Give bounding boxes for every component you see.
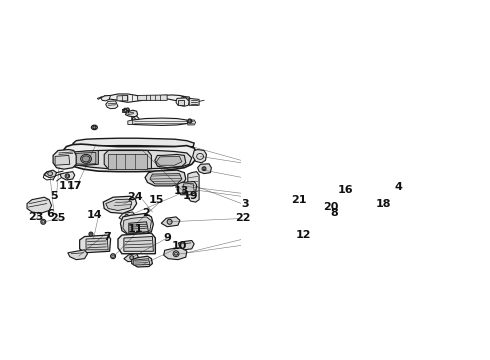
Text: 16: 16 <box>337 185 353 195</box>
Ellipse shape <box>167 219 172 224</box>
Ellipse shape <box>132 118 135 121</box>
Polygon shape <box>66 150 192 169</box>
Polygon shape <box>118 233 155 254</box>
Polygon shape <box>138 95 167 100</box>
Polygon shape <box>164 248 187 260</box>
Ellipse shape <box>123 108 127 112</box>
Ellipse shape <box>202 167 206 171</box>
Polygon shape <box>129 222 148 233</box>
Polygon shape <box>73 138 194 148</box>
Ellipse shape <box>92 125 98 130</box>
Text: 4: 4 <box>394 183 402 192</box>
Polygon shape <box>150 174 182 184</box>
Polygon shape <box>80 235 111 253</box>
Ellipse shape <box>188 119 192 123</box>
Polygon shape <box>197 164 211 174</box>
Polygon shape <box>44 170 56 177</box>
Polygon shape <box>86 238 108 250</box>
Text: 3: 3 <box>241 199 248 208</box>
Polygon shape <box>193 149 206 163</box>
Polygon shape <box>123 217 151 234</box>
Text: 24: 24 <box>127 192 143 202</box>
Text: 12: 12 <box>296 230 312 240</box>
Polygon shape <box>155 154 186 168</box>
Polygon shape <box>68 250 88 260</box>
Polygon shape <box>182 96 191 102</box>
Polygon shape <box>55 156 70 165</box>
Polygon shape <box>128 120 133 125</box>
Text: 14: 14 <box>87 210 102 220</box>
Text: 9: 9 <box>163 233 171 243</box>
Text: 2: 2 <box>142 208 149 219</box>
Polygon shape <box>132 256 152 267</box>
Polygon shape <box>117 95 128 101</box>
Polygon shape <box>75 153 96 164</box>
Polygon shape <box>145 170 186 186</box>
Ellipse shape <box>93 126 96 129</box>
Polygon shape <box>53 149 76 169</box>
Ellipse shape <box>81 154 92 163</box>
Text: 20: 20 <box>323 202 338 212</box>
Ellipse shape <box>41 219 46 224</box>
Text: 1: 1 <box>59 181 67 192</box>
Polygon shape <box>61 144 196 172</box>
Polygon shape <box>73 150 98 165</box>
Polygon shape <box>177 181 196 195</box>
Polygon shape <box>176 98 189 106</box>
Text: 10: 10 <box>172 241 187 251</box>
Text: 17: 17 <box>67 181 82 191</box>
Text: 21: 21 <box>291 195 307 205</box>
Polygon shape <box>103 196 137 213</box>
Text: 5: 5 <box>50 191 58 201</box>
Polygon shape <box>103 94 187 102</box>
Text: 8: 8 <box>330 208 338 219</box>
Text: 7: 7 <box>103 231 111 242</box>
Ellipse shape <box>111 254 116 258</box>
Polygon shape <box>106 101 118 109</box>
Ellipse shape <box>126 108 129 111</box>
Text: 13: 13 <box>173 186 189 196</box>
Ellipse shape <box>48 172 52 176</box>
Polygon shape <box>188 172 199 202</box>
Polygon shape <box>189 98 199 105</box>
Polygon shape <box>183 184 194 192</box>
Polygon shape <box>106 199 132 211</box>
Ellipse shape <box>125 215 129 219</box>
Text: 22: 22 <box>236 213 251 223</box>
Polygon shape <box>124 237 153 251</box>
Text: 6: 6 <box>46 210 54 219</box>
Polygon shape <box>134 258 150 265</box>
Polygon shape <box>121 213 153 235</box>
Polygon shape <box>119 212 135 221</box>
Text: 23: 23 <box>28 212 43 222</box>
Text: 15: 15 <box>148 195 164 205</box>
Polygon shape <box>156 156 182 165</box>
Polygon shape <box>178 100 184 105</box>
Ellipse shape <box>130 256 134 260</box>
Ellipse shape <box>65 174 70 178</box>
Polygon shape <box>161 217 180 227</box>
Text: 11: 11 <box>127 224 143 234</box>
Polygon shape <box>188 120 196 125</box>
Polygon shape <box>60 172 74 180</box>
Polygon shape <box>124 254 139 262</box>
Polygon shape <box>125 110 138 117</box>
Polygon shape <box>108 154 147 169</box>
Polygon shape <box>130 118 188 125</box>
Ellipse shape <box>173 251 179 257</box>
Text: 19: 19 <box>183 191 198 201</box>
Polygon shape <box>104 150 151 169</box>
Text: 18: 18 <box>376 199 391 208</box>
Polygon shape <box>178 240 194 250</box>
Polygon shape <box>183 98 188 100</box>
Polygon shape <box>132 116 139 121</box>
Ellipse shape <box>82 156 90 162</box>
Text: 25: 25 <box>50 213 66 223</box>
Polygon shape <box>27 197 51 213</box>
Polygon shape <box>101 95 111 101</box>
Ellipse shape <box>89 232 93 236</box>
